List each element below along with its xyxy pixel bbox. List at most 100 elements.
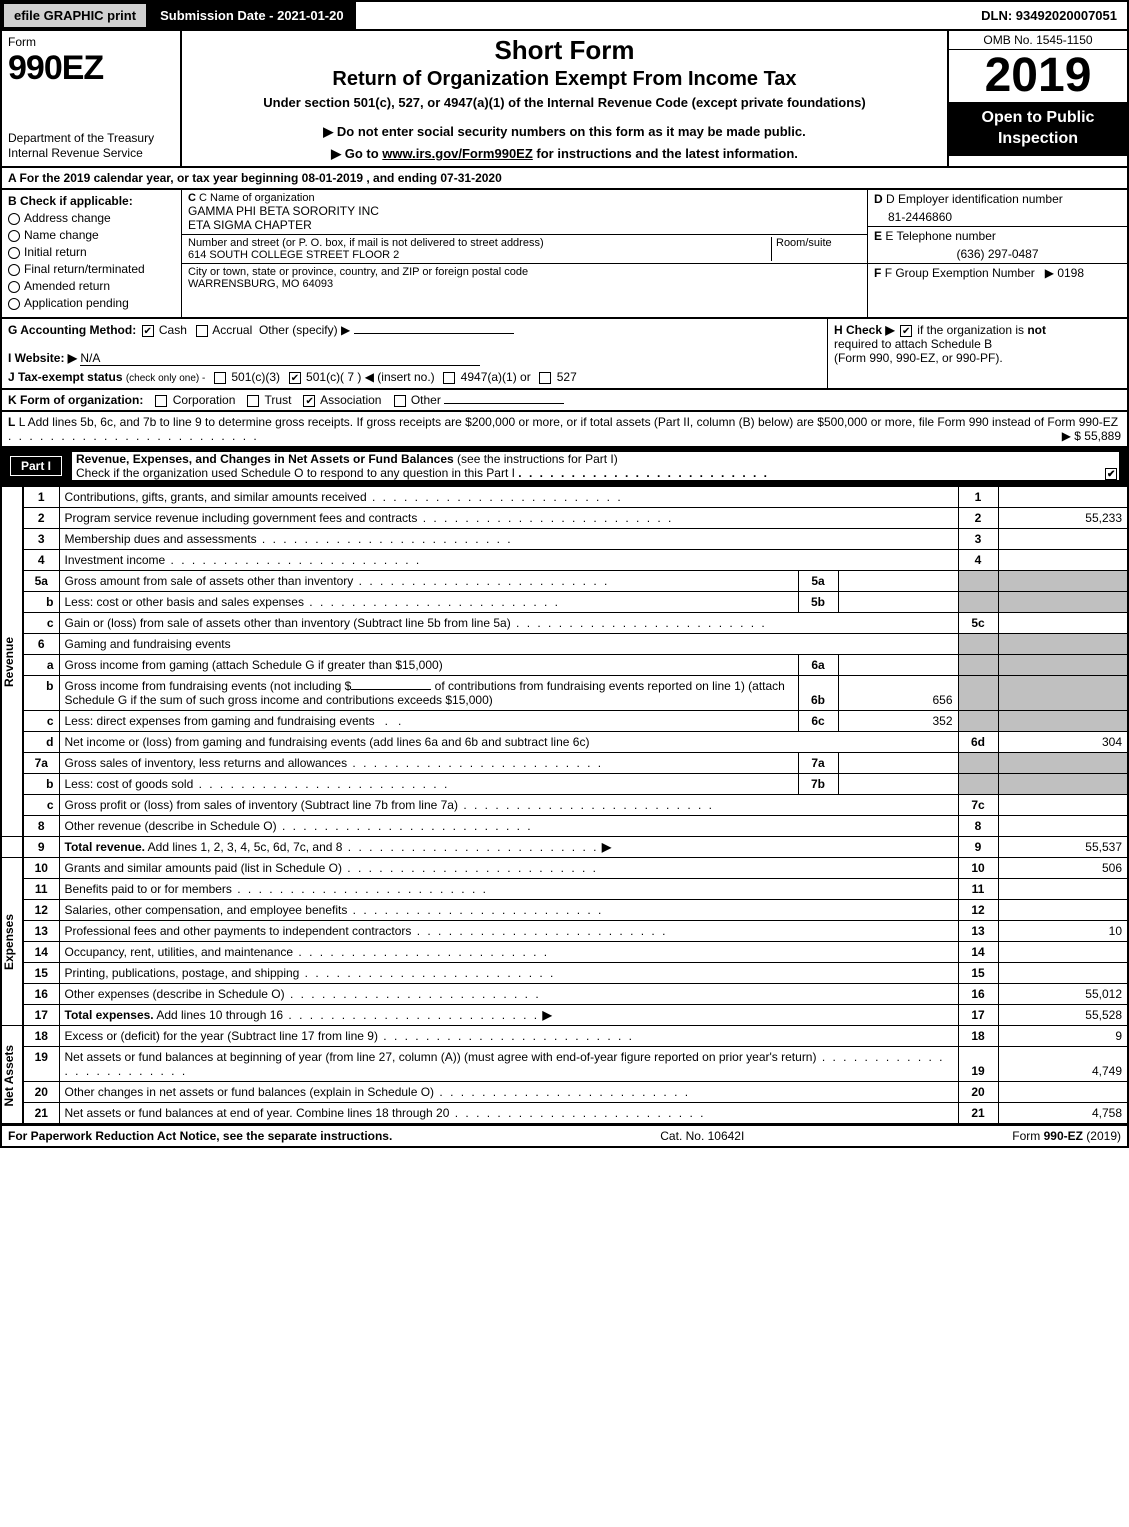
checkbox-other-org[interactable] (394, 395, 406, 407)
column-b: B Check if applicable: Address change Na… (2, 190, 182, 317)
website-value: N/A (80, 351, 480, 366)
line-21: 21 Net assets or fund balances at end of… (1, 1103, 1128, 1125)
checkbox-trust[interactable] (247, 395, 259, 407)
line-19: 19 Net assets or fund balances at beginn… (1, 1047, 1128, 1082)
checkbox-501c[interactable] (289, 372, 301, 384)
checkbox-accrual[interactable] (196, 325, 208, 337)
dln-label: DLN: 93492020007051 (971, 4, 1127, 27)
opt-name-change[interactable]: Name change (8, 228, 175, 242)
checkbox-corporation[interactable] (155, 395, 167, 407)
top-bar-left: efile GRAPHIC print Submission Date - 20… (2, 2, 356, 29)
d-ein-label: D D Employer identification number (868, 190, 1127, 208)
i-label: I Website: ▶ (8, 351, 77, 365)
row-a-tax-year: A For the 2019 calendar year, or tax yea… (0, 168, 1129, 190)
top-bar: efile GRAPHIC print Submission Date - 20… (0, 0, 1129, 29)
submission-date-button[interactable]: Submission Date - 2021-01-20 (148, 2, 356, 29)
line-18: Net Assets 18 Excess or (deficit) for th… (1, 1026, 1128, 1047)
line-3: 3 Membership dues and assessments 3 (1, 529, 1128, 550)
checkbox-association[interactable] (303, 395, 315, 407)
footer-left: For Paperwork Reduction Act Notice, see … (8, 1129, 392, 1143)
line-6b: b Gross income from fundraising events (… (1, 676, 1128, 711)
j-label: J Tax-exempt status (8, 370, 123, 384)
gh-left: G Accounting Method: Cash Accrual Other … (2, 319, 827, 388)
f-group-label: F F Group Exemption Number ▶ 0198 (868, 264, 1127, 282)
inspection-box: Open to Public Inspection (949, 102, 1127, 156)
col-b-label: B Check if applicable: (8, 194, 175, 208)
line-10: Expenses 10 Grants and similar amounts p… (1, 858, 1128, 879)
org-name-2: ETA SIGMA CHAPTER (188, 218, 312, 232)
opt-application-pending[interactable]: Application pending (8, 296, 175, 310)
l-text: L Add lines 5b, 6c, and 7b to line 9 to … (19, 415, 1118, 429)
checkbox-h[interactable] (900, 325, 912, 337)
org-name-1: GAMMA PHI BETA SORORITY INC (188, 204, 379, 218)
line-6a: a Gross income from gaming (attach Sched… (1, 655, 1128, 676)
k-label: K Form of organization: (8, 393, 143, 407)
line-17: 17 Total expenses. Add lines 10 through … (1, 1005, 1128, 1026)
department-label: Department of the Treasury Internal Reve… (8, 131, 174, 162)
checkbox-schedule-o[interactable] (1105, 468, 1117, 480)
line-6d: d Net income or (loss) from gaming and f… (1, 732, 1128, 753)
dept-line2: Internal Revenue Service (8, 146, 174, 162)
l-amount: ▶ $ 55,889 (1062, 429, 1121, 443)
form-label: Form (8, 35, 174, 49)
header-right: OMB No. 1545-1150 2019 Open to Public In… (947, 31, 1127, 166)
line-14: 14 Occupancy, rent, utilities, and maint… (1, 942, 1128, 963)
line-2: 2 Program service revenue including gove… (1, 508, 1128, 529)
part1-table: Revenue 1 Contributions, gifts, grants, … (0, 486, 1129, 1125)
tax-year: 2019 (949, 50, 1127, 102)
part-label: Part I (10, 456, 62, 476)
irs-link[interactable]: www.irs.gov/Form990EZ (382, 146, 533, 161)
city-value: WARRENSBURG, MO 64093 (188, 278, 333, 290)
c-label: C (188, 192, 199, 204)
c-name-row: C C Name of organization GAMMA PHI BETA … (182, 190, 867, 235)
opt-amended-return[interactable]: Amended return (8, 279, 175, 293)
h-label: H Check ▶ (834, 323, 895, 337)
side-expenses: Expenses (1, 858, 23, 1026)
goto-pre: ▶ Go to (331, 146, 382, 161)
goto-line: ▶ Go to www.irs.gov/Form990EZ for instru… (190, 146, 939, 162)
line-11: 11 Benefits paid to or for members 11 (1, 879, 1128, 900)
efile-print-button[interactable]: efile GRAPHIC print (2, 2, 148, 29)
part-1-header: Part I Revenue, Expenses, and Changes in… (0, 448, 1129, 486)
checkbox-527[interactable] (539, 372, 551, 384)
line-6: 6 Gaming and fundraising events (1, 634, 1128, 655)
line-16: 16 Other expenses (describe in Schedule … (1, 984, 1128, 1005)
f-group-value: ▶ 0198 (1045, 266, 1084, 280)
opt-final-return[interactable]: Final return/terminated (8, 262, 175, 276)
part-title: Revenue, Expenses, and Changes in Net As… (76, 452, 454, 466)
footer-right: Form 990-EZ (2019) (1012, 1129, 1121, 1143)
line-15: 15 Printing, publications, postage, and … (1, 963, 1128, 984)
ssn-notice: ▶ Do not enter social security numbers o… (190, 124, 939, 140)
opt-initial-return[interactable]: Initial return (8, 245, 175, 259)
side-revenue: Revenue (1, 487, 23, 837)
column-c: C C Name of organization GAMMA PHI BETA … (182, 190, 867, 317)
line-5b: b Less: cost or other basis and sales ex… (1, 592, 1128, 613)
g-label: G Accounting Method: (8, 323, 136, 337)
opt-address-change[interactable]: Address change (8, 211, 175, 225)
phone-value: (636) 297-0487 (868, 245, 1127, 264)
title-return: Return of Organization Exempt From Incom… (190, 68, 939, 91)
checkbox-501c3[interactable] (214, 372, 226, 384)
footer: For Paperwork Reduction Act Notice, see … (0, 1125, 1129, 1148)
checkbox-cash[interactable] (142, 325, 154, 337)
title-short-form: Short Form (190, 35, 939, 66)
line-6c: c Less: direct expenses from gaming and … (1, 711, 1128, 732)
header-middle: Short Form Return of Organization Exempt… (182, 31, 947, 166)
form-number: 990EZ (8, 49, 174, 88)
e-phone-label: E E Telephone number (868, 227, 1127, 245)
row-gh: G Accounting Method: Cash Accrual Other … (0, 319, 1129, 390)
c-city-row: City or town, state or province, country… (182, 264, 867, 292)
dept-line1: Department of the Treasury (8, 131, 174, 147)
addr-value: 614 SOUTH COLLEGE STREET FLOOR 2 (188, 249, 399, 261)
omb-number: OMB No. 1545-1150 (949, 31, 1127, 50)
entity-block: B Check if applicable: Address change Na… (0, 190, 1129, 319)
line-4: 4 Investment income 4 (1, 550, 1128, 571)
gh-right: H Check ▶ if the organization is not req… (827, 319, 1127, 388)
line-5a: 5a Gross amount from sale of assets othe… (1, 571, 1128, 592)
part-title-sub: (see the instructions for Part I) (457, 452, 618, 466)
goto-post: for instructions and the latest informat… (533, 146, 798, 161)
line-1: Revenue 1 Contributions, gifts, grants, … (1, 487, 1128, 508)
column-d: D D Employer identification number 81-24… (867, 190, 1127, 317)
checkbox-4947[interactable] (443, 372, 455, 384)
subtitle: Under section 501(c), 527, or 4947(a)(1)… (190, 95, 939, 110)
